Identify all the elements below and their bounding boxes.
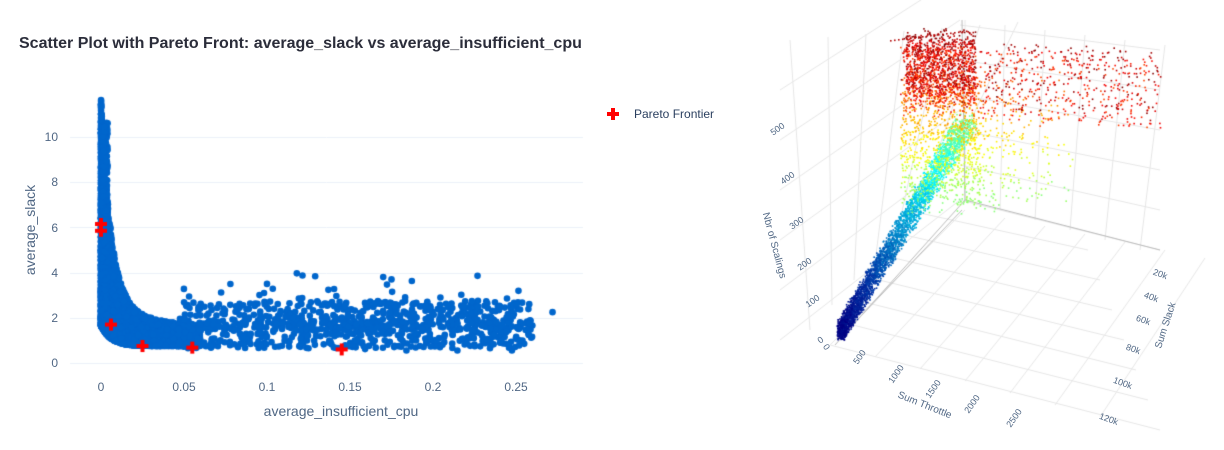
y-tick: 0	[51, 356, 58, 370]
y-axis-label: average_slack	[22, 184, 38, 276]
y-tick: 4	[51, 266, 58, 280]
x-tick: 0.05	[172, 380, 196, 394]
x-tick: 0.25	[504, 380, 528, 394]
x-tick: 0.1	[258, 380, 276, 394]
x-tick: 0.2	[424, 380, 442, 394]
y-tick: 6	[51, 221, 58, 235]
legend-item-pareto-frontier[interactable]: Pareto Frontier	[606, 107, 714, 121]
legend-label: Pareto Frontier	[634, 107, 715, 121]
scatter-plot-area[interactable]	[0, 0, 600, 420]
x-axis-label: average_insufficient_cpu	[263, 403, 419, 419]
3d-scatter-plot-area[interactable]	[740, 0, 1224, 440]
x-tick: 0	[97, 380, 105, 394]
x-tick: 0.15	[338, 380, 362, 394]
y-tick: 2	[51, 311, 58, 325]
cross-marker-icon	[606, 107, 620, 121]
y-tick: 8	[51, 175, 58, 189]
y-tick: 10	[44, 130, 58, 144]
